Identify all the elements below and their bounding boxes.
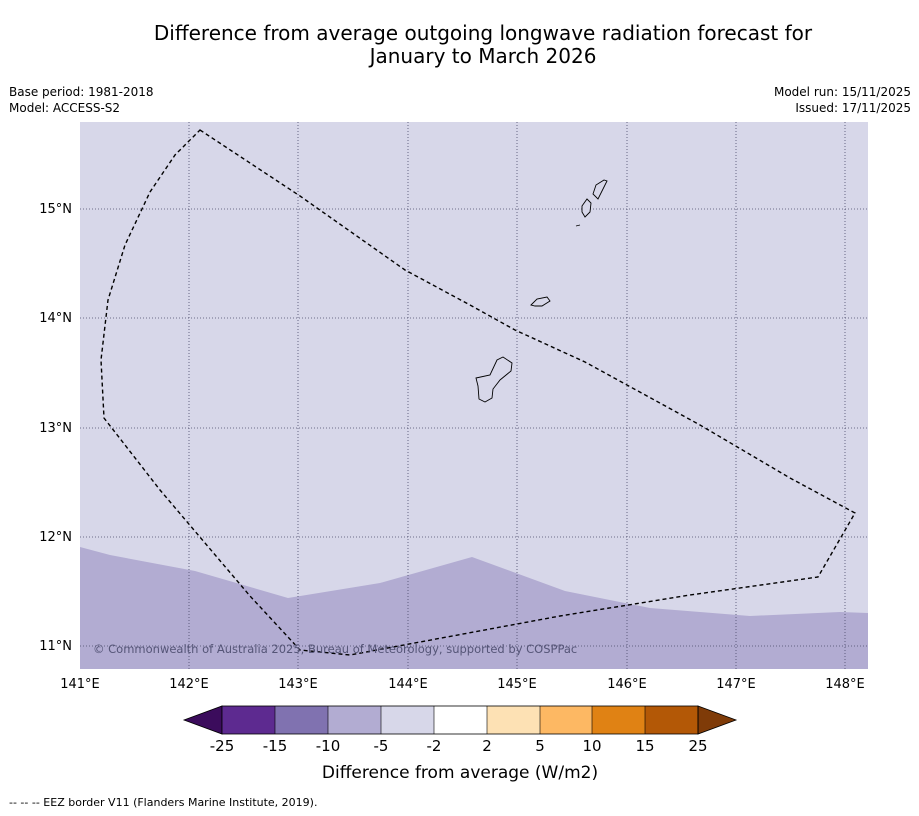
colorbar-bin: [275, 706, 328, 734]
issued-date: Issued: 17/11/2025: [795, 101, 911, 115]
colorbar-tick: 2: [482, 737, 492, 755]
colorbar-tick: 15: [635, 737, 654, 755]
rota-island: [530, 296, 551, 307]
lon-label: 148°E: [825, 677, 865, 692]
lon-label: 143°E: [278, 677, 318, 692]
saipan-island: [592, 179, 608, 200]
lon-axis-labels: 141°E 142°E 143°E 144°E 145°E 146°E 147°…: [60, 677, 865, 692]
colorbar-bin: [434, 706, 487, 734]
lat-label: 14°N: [39, 311, 72, 326]
lon-label: 142°E: [169, 677, 209, 692]
model-name: Model: ACCESS-S2: [9, 101, 121, 115]
tinian-island: [581, 198, 592, 218]
meta-left: Base period: 1981-2018 Model: ACCESS-S2: [9, 84, 154, 116]
lon-label: 147°E: [716, 677, 756, 692]
base-period: Base period: 1981-2018: [9, 85, 154, 99]
chart-title: Difference from average outgoing longwav…: [0, 22, 919, 68]
colorbar-tick: -10: [316, 737, 341, 755]
lat-label: 11°N: [39, 639, 72, 654]
meta-right: Model run: 15/11/2025 Issued: 17/11/2025: [774, 84, 911, 116]
eez-legend-footer: -- -- -- EEZ border V11 (Flanders Marine…: [9, 796, 318, 809]
colorbar-bin: [487, 706, 540, 734]
colorbar-bin: [381, 706, 434, 734]
guam-island: [475, 356, 513, 403]
lat-label: 12°N: [39, 530, 72, 545]
colorbar-title: Difference from average (W/m2): [322, 763, 598, 783]
copyright-notice: © Commonwealth of Australia 2025, Bureau…: [93, 642, 577, 656]
colorbar-bin: [222, 706, 275, 734]
lat-label: 13°N: [39, 421, 72, 436]
colorbar-bin: [328, 706, 381, 734]
lon-label: 141°E: [60, 677, 100, 692]
colorbar-outline: [221, 705, 699, 735]
lat-axis-labels: 15°N 14°N 13°N 12°N 11°N: [39, 202, 72, 654]
gridlines: [80, 122, 868, 669]
lon-label: 146°E: [607, 677, 647, 692]
colorbar-tick: -2: [427, 737, 442, 755]
lon-label: 145°E: [497, 677, 537, 692]
colorbar-ticks: -25 -15 -10 -5 -2 2 5 10 15 25: [210, 737, 708, 755]
colorbar: -25 -15 -10 -5 -2 2 5 10 15 25 Differenc…: [182, 705, 738, 783]
lon-label: 144°E: [388, 677, 428, 692]
colorbar-tick: -15: [263, 737, 288, 755]
colorbar-bin: [645, 706, 698, 734]
eez-border: [100, 129, 856, 656]
colorbar-tick: 25: [688, 737, 707, 755]
title-line-2: January to March 2026: [369, 44, 597, 68]
lat-label: 15°N: [39, 202, 72, 217]
colorbar-tick: -5: [374, 737, 389, 755]
colorbar-tick: 10: [582, 737, 601, 755]
colorbar-tick: 5: [535, 737, 545, 755]
aguijan-island: [575, 224, 581, 227]
anomaly-region: [80, 547, 868, 669]
colorbar-high-extension: [697, 705, 738, 735]
map-panel: © Commonwealth of Australia 2025, Bureau…: [80, 122, 868, 669]
title-line-1: Difference from average outgoing longwav…: [153, 21, 813, 45]
colorbar-bin: [592, 706, 645, 734]
model-run: Model run: 15/11/2025: [773, 85, 911, 99]
colorbar-tick: -25: [210, 737, 235, 755]
colorbar-low-extension: [182, 705, 223, 735]
colorbar-bin: [540, 706, 592, 734]
